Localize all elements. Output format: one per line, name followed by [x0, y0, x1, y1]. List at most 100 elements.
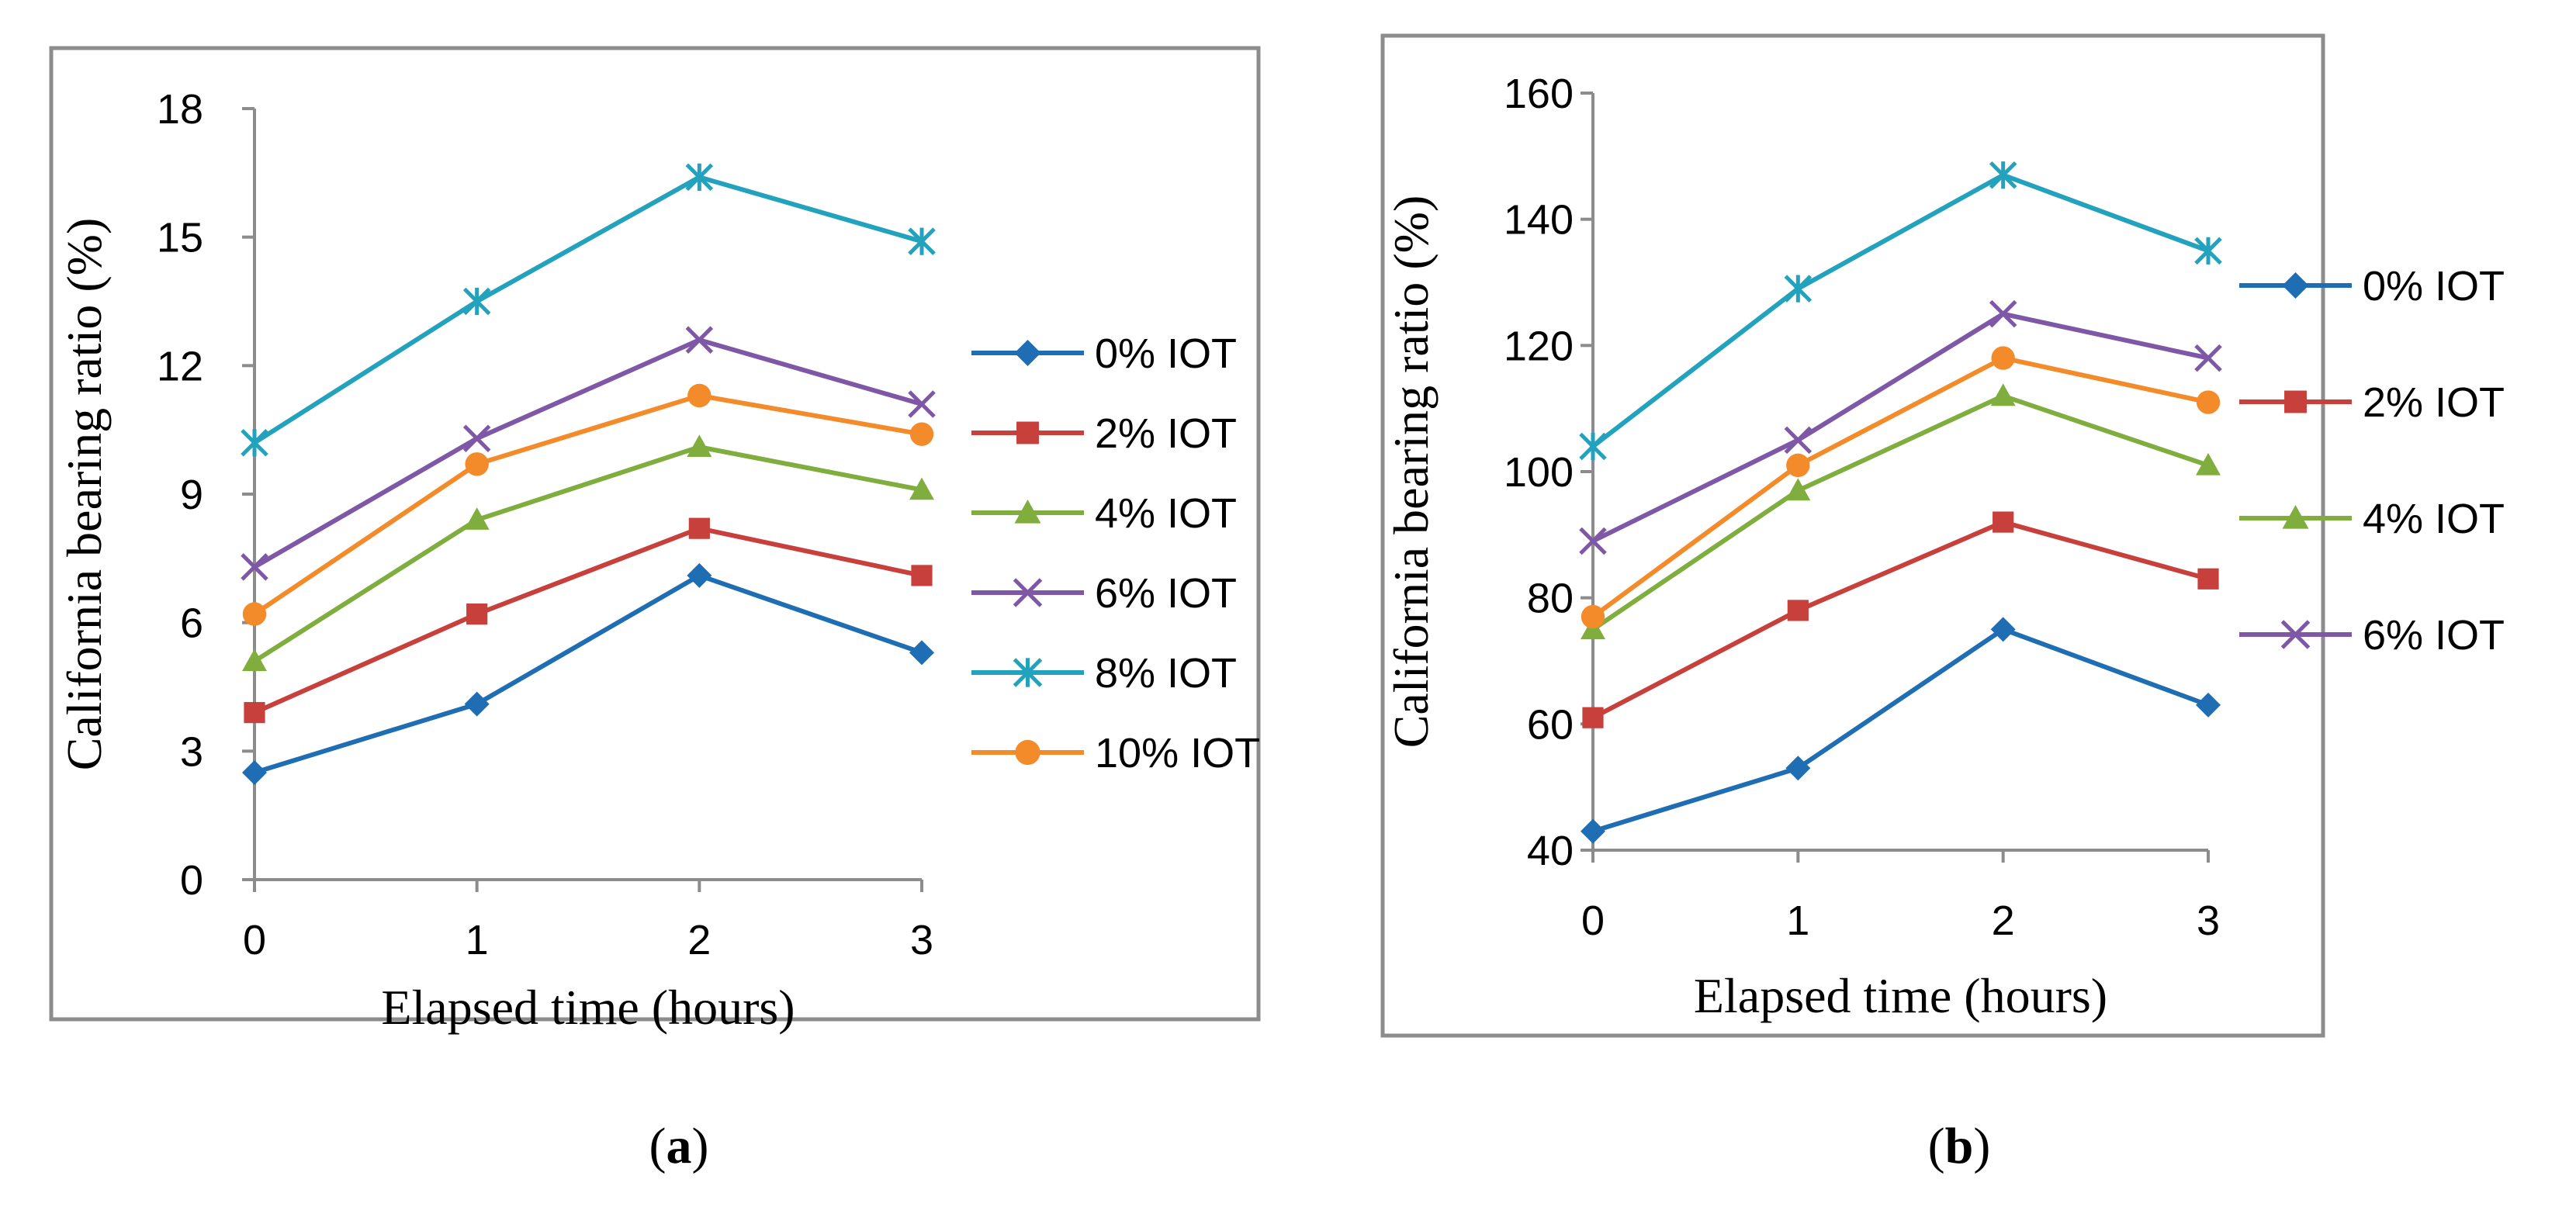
legend-item: 10% IOT [971, 730, 1260, 776]
data-point [1990, 617, 2016, 642]
legend-label: 8% IOT [1095, 650, 1237, 697]
data-point [242, 759, 267, 785]
y-tick-label: 140 [1504, 197, 1574, 244]
chart-frame [1380, 33, 2325, 1038]
legend-label: 6% IOT [1095, 570, 1237, 617]
data-point [909, 422, 934, 446]
series-2-iot [244, 517, 933, 724]
data-point [1989, 299, 2017, 328]
y-tick-label: 12 [157, 343, 203, 389]
legend-item: 2% IOT [2239, 379, 2505, 426]
caption-a-letter: a [666, 1118, 692, 1174]
data-point [464, 507, 490, 530]
data-point [1784, 426, 1813, 455]
x-tick-label: 2 [1992, 897, 2015, 944]
legend-marker [1013, 578, 1043, 607]
data-point [242, 602, 267, 626]
caption-b: (b) [1927, 1118, 1991, 1174]
caption-a: (a) [649, 1118, 709, 1174]
data-point [687, 383, 712, 408]
data-point [241, 428, 268, 457]
y-tick-label: 60 [1527, 701, 1574, 748]
data-point [2196, 390, 2221, 414]
data-point [464, 691, 490, 717]
data-point [1579, 432, 1607, 461]
data-point [1579, 527, 1607, 555]
y-tick-label: 120 [1504, 323, 1574, 369]
legend-item: 0% IOT [971, 330, 1237, 377]
data-point [1991, 346, 2015, 370]
data-point [687, 434, 712, 458]
y-axis-label: California bearing ratio (%) [1383, 195, 1439, 749]
data-point [909, 477, 934, 500]
series-4-iot [242, 434, 934, 672]
legend: 0% IOT 2% IOT 4% IOT 6% IOT [2239, 263, 2505, 659]
legend-marker [1013, 658, 1043, 687]
x-tick-label: 1 [1786, 897, 1809, 944]
series-line [253, 175, 923, 445]
data-point [1990, 383, 2016, 406]
series-line [1591, 520, 2209, 720]
caption-b-letter: b [1944, 1118, 1974, 1174]
series-8-iot [1579, 161, 2222, 461]
series-line [1591, 393, 2209, 631]
y-axis-label: California bearing ratio (%) [57, 218, 112, 771]
legend-marker [2282, 272, 2309, 299]
x-tick-label: 3 [910, 917, 933, 963]
legend: 0% IOT 2% IOT 4% IOT 6% IOT 8% IOT 10% IOT [971, 330, 1260, 776]
chart-frame [49, 46, 1261, 1022]
data-point [465, 452, 489, 476]
legend-marker [1014, 500, 1041, 524]
series-10-iot [242, 383, 934, 626]
data-point [2196, 452, 2221, 476]
legend-marker [2282, 505, 2309, 529]
series-2-iot [1582, 511, 2219, 728]
y-tick-label: 0 [180, 857, 203, 904]
legend-item: 8% IOT [971, 650, 1237, 697]
series-10-iot [1581, 346, 2221, 629]
legend-label: 10% IOT [1095, 730, 1260, 776]
data-point [908, 227, 936, 255]
series-4-iot [1581, 383, 2221, 640]
legend-label: 4% IOT [1095, 490, 1237, 537]
legend-label: 4% IOT [2363, 496, 2505, 542]
data-point [1785, 756, 1811, 781]
legend-label: 2% IOT [1095, 410, 1237, 457]
data-point [1989, 161, 2017, 189]
legend-marker [2284, 390, 2307, 413]
x-tick-label: 3 [2197, 897, 2220, 944]
data-point [1582, 707, 1604, 728]
data-point [462, 424, 491, 452]
y-tick-label: 100 [1504, 449, 1574, 496]
x-tick-label: 0 [243, 917, 266, 963]
series-line [1591, 355, 2209, 619]
y-tick-label: 15 [157, 215, 203, 261]
series-line [253, 444, 923, 663]
data-point [242, 648, 267, 672]
data-point [911, 565, 933, 586]
data-point [1581, 604, 1605, 629]
series-6-iot [1579, 299, 2222, 555]
legend-marker [1016, 421, 1039, 444]
y-tick-label: 160 [1504, 71, 1574, 117]
data-point [1581, 818, 1605, 844]
series-line [253, 337, 923, 569]
legend-label: 0% IOT [1095, 330, 1237, 377]
legend-label: 6% IOT [2363, 612, 2505, 659]
legend-item: 4% IOT [2239, 496, 2505, 542]
series-line [253, 526, 923, 715]
y-tick-label: 80 [1527, 576, 1574, 622]
series-line [1591, 172, 2210, 448]
y-tick-label: 6 [180, 600, 203, 647]
y-tick-label: 3 [180, 728, 203, 775]
data-point [244, 702, 265, 724]
chart-b: 40 60 80 100 120 140 160 0 1 2 3 Elapsed time (hour… [1380, 33, 2505, 1038]
data-point [688, 517, 710, 539]
series-line [253, 393, 923, 617]
series-8-iot [241, 163, 936, 457]
data-point [909, 640, 934, 666]
data-point [1784, 275, 1813, 303]
